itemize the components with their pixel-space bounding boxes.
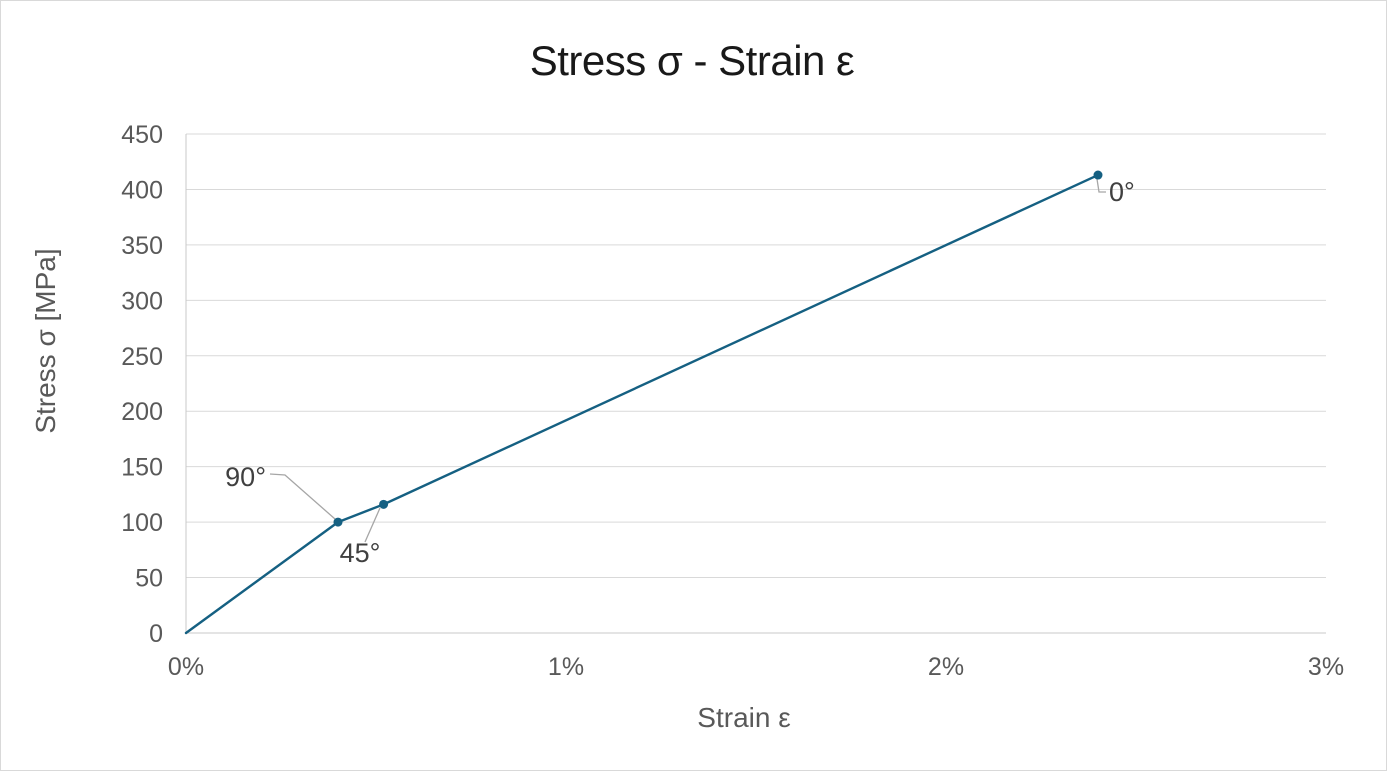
x-axis-title: Strain ε xyxy=(697,702,791,733)
data-point-label: 45° xyxy=(340,538,381,568)
y-tick-label: 400 xyxy=(121,176,163,204)
y-tick-label: 150 xyxy=(121,454,163,482)
data-point-marker xyxy=(333,517,343,527)
y-tick-label: 250 xyxy=(121,343,163,371)
y-tick-label: 0 xyxy=(149,620,163,648)
leader-line xyxy=(269,473,336,520)
leader-line xyxy=(1096,178,1106,193)
data-point-label: 90° xyxy=(225,462,266,492)
y-tick-label: 300 xyxy=(121,287,163,315)
chart-title: Stress σ - Strain ε xyxy=(529,37,855,84)
leader-line xyxy=(364,507,381,543)
x-tick-label: 0% xyxy=(168,653,204,681)
data-point-label: 0° xyxy=(1109,177,1135,207)
y-tick-label: 350 xyxy=(121,232,163,260)
y-tick-label: 100 xyxy=(121,509,163,537)
series-line xyxy=(184,173,1100,635)
data-point-marker xyxy=(379,499,389,509)
y-tick-label: 200 xyxy=(121,398,163,426)
y-tick-label: 450 xyxy=(121,121,163,149)
y-tick-label: 50 xyxy=(135,565,163,593)
x-tick-label: 2% xyxy=(928,653,964,681)
x-tick-label: 3% xyxy=(1308,653,1344,681)
data-point-marker xyxy=(1093,170,1103,180)
x-tick-label: 1% xyxy=(548,653,584,681)
